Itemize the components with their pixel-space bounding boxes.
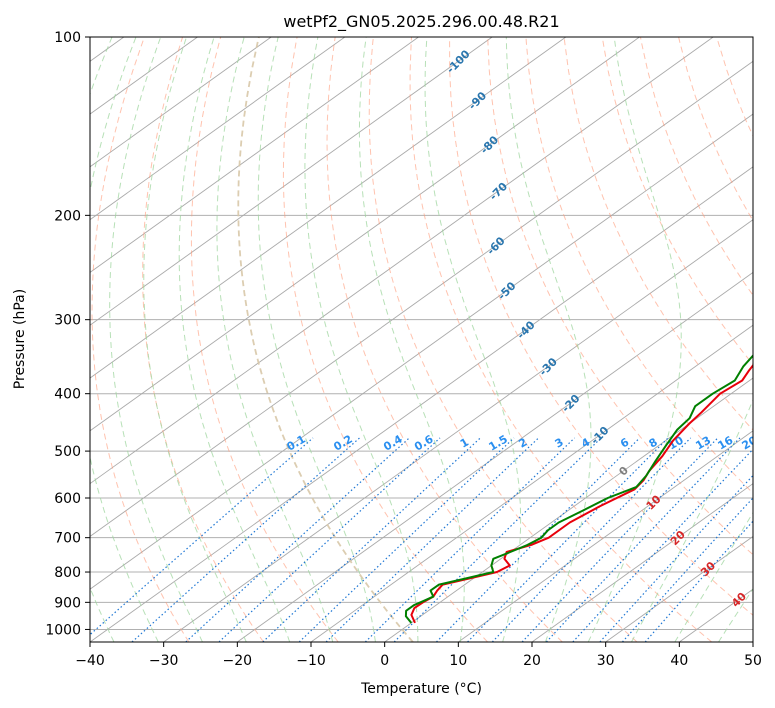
profile-series — [404, 354, 753, 624]
plot-frame — [89, 36, 754, 643]
mixing-ratio-labels: 0.10.20.40.611.52346810131620253036 — [284, 432, 760, 453]
mixing-ratio-line — [185, 437, 410, 642]
isotherm-line — [458, 430, 753, 642]
mixing-ratio-line — [298, 437, 515, 642]
mixing-ratio-line — [599, 474, 753, 642]
mixing-ratio-line — [262, 437, 481, 642]
isotherm-line — [384, 377, 753, 642]
moist-adiabat-line — [257, 37, 376, 642]
y-axis-label: Pressure (hPa) — [12, 289, 28, 389]
y-tick-label: 1000 — [45, 622, 81, 638]
dry-adiabat-lines — [91, 37, 753, 642]
dry-adiabat-line — [91, 37, 190, 642]
mixing-ratio-lines — [90, 437, 753, 642]
dry-adiabat-line — [142, 37, 264, 642]
y-tick-label: 700 — [54, 531, 81, 547]
moist-adiabat-line — [216, 37, 334, 642]
isotherm-line — [310, 324, 753, 642]
dry-adiabat-line — [640, 37, 753, 297]
mixing-ratio-line — [218, 437, 441, 642]
moist-adiabat-line — [718, 587, 753, 642]
moist-adiabat-line — [505, 37, 592, 642]
x-tick-label: −20 — [223, 653, 253, 669]
pressure-gridlines — [90, 37, 753, 630]
moist-adiabat-line — [424, 37, 522, 642]
moist-adiabat-line — [358, 37, 465, 642]
x-axis-ticks: −40 −30 −20 −10 0 10 20 30 40 50 — [75, 642, 762, 669]
moist-adiabat-lines — [90, 37, 753, 642]
x-tick-label: 20 — [523, 653, 541, 669]
dry-adiabat-line — [409, 37, 713, 642]
x-tick-label: −30 — [149, 653, 179, 669]
y-tick-label: 400 — [54, 387, 81, 403]
isotherm-line — [90, 37, 419, 273]
dewpoint-profile-line — [404, 354, 753, 624]
isotherm-lines — [90, 37, 753, 642]
dry-adiabat-line — [487, 37, 753, 556]
x-tick-label: 50 — [744, 653, 762, 669]
mixing-ratio-line — [621, 497, 753, 642]
chart-title: wetPf2_GN05.2025.296.00.48.R21 — [283, 12, 559, 32]
y-tick-label: 800 — [54, 565, 81, 581]
y-tick-label: 100 — [54, 30, 81, 46]
mixing-ratio-line — [325, 437, 540, 642]
isotherm-line — [90, 37, 640, 432]
x-tick-label: −10 — [296, 653, 326, 669]
isotherm-line — [531, 483, 753, 642]
y-tick-label: 200 — [54, 208, 81, 224]
mixing-ratio-line — [491, 437, 692, 642]
moist-adiabat-line — [304, 37, 419, 642]
dry-adiabat-line — [237, 37, 414, 642]
mixing-ratio-line — [131, 437, 361, 642]
mixing-ratio-label: 20 — [740, 433, 760, 452]
moist-adiabat-line — [178, 37, 291, 642]
x-tick-label: 40 — [670, 653, 688, 669]
isotherm-line — [90, 37, 493, 326]
plot-area: -100-90-80-70-60-50-40-30-20-10010203040… — [90, 37, 760, 642]
y-tick-label: 500 — [54, 444, 81, 460]
x-axis-label: Temperature (°C) — [360, 681, 482, 697]
x-tick-label: 0 — [380, 653, 389, 669]
isotherm-line — [90, 37, 714, 485]
mixing-ratio-line — [644, 520, 753, 642]
dry-adiabat-line — [326, 37, 563, 642]
isotherm-line — [90, 37, 567, 379]
mixing-ratio-line — [572, 448, 753, 642]
dry-adiabat-line — [282, 37, 488, 642]
x-tick-label: 30 — [597, 653, 615, 669]
y-axis-ticks: 100 200 300 400 500 600 700 800 900 1000 — [45, 30, 90, 638]
isotherm-line — [90, 60, 753, 537]
moist-adiabat-line — [630, 398, 753, 642]
mixing-ratio-line — [90, 437, 314, 636]
y-tick-label: 300 — [54, 313, 81, 329]
isotherm-line — [605, 535, 753, 642]
isotherm-line — [90, 37, 346, 221]
isotherm-line — [90, 166, 753, 642]
y-tick-label: 900 — [54, 595, 81, 611]
isotherm-line — [163, 219, 753, 642]
mixing-ratio-line — [435, 437, 641, 642]
dry-adiabat-line — [525, 37, 753, 494]
x-tick-label: −40 — [75, 653, 105, 669]
x-tick-label: 10 — [449, 653, 467, 669]
y-tick-label: 600 — [54, 491, 81, 507]
isotherm-line — [237, 271, 753, 642]
dry-adiabat-line — [368, 37, 638, 642]
